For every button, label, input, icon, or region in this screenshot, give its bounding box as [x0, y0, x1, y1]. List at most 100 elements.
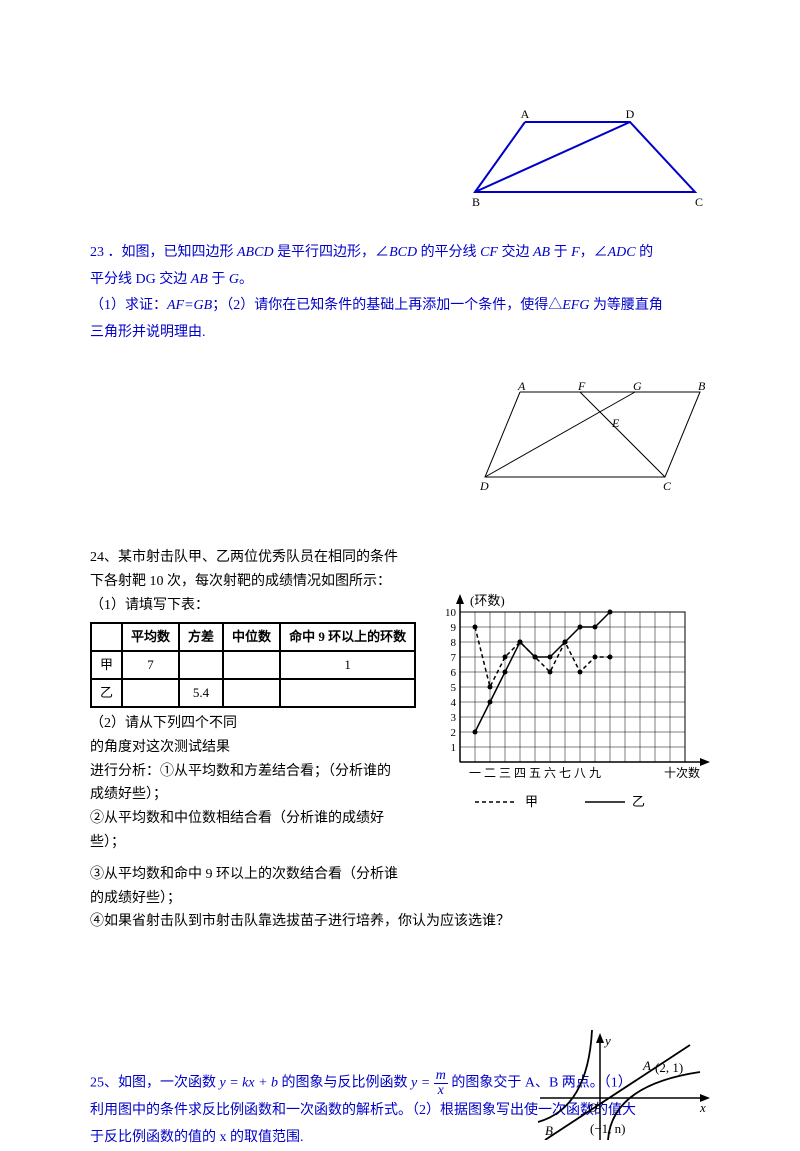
r1c4: 1	[280, 651, 415, 679]
q23-num: 23	[90, 245, 104, 260]
x-label: x	[699, 1100, 706, 1115]
r2c3	[223, 679, 280, 707]
q24-p2b: 的角度对这次测试结果	[90, 740, 230, 755]
svg-text:8: 8	[451, 637, 457, 649]
parallelogram-svg: A F G B E D C	[480, 382, 710, 492]
q23-ab1: AB	[533, 245, 550, 260]
q25-den: x	[434, 1084, 448, 1098]
r1c2	[179, 651, 223, 679]
th1: 平均数	[122, 623, 179, 651]
svg-text:9: 9	[451, 622, 457, 634]
table-row: 甲 7 1	[91, 651, 415, 679]
pl-g: G	[633, 382, 642, 393]
y-label: y	[603, 1033, 611, 1048]
svg-text:一: 一	[469, 766, 481, 780]
q23-t1: ．如图，已知四边形	[108, 245, 238, 260]
q24-p2e: ②从平均数和中位数相结合看（分析谁的成绩好些）；	[90, 811, 384, 850]
th3: 中位数	[223, 623, 280, 651]
q23-cf: CF	[480, 245, 498, 260]
r1c0: 甲	[91, 651, 122, 679]
q23-bcd: BCD	[389, 245, 417, 260]
svg-text:6: 6	[451, 667, 457, 679]
table-row: 乙 5.4	[91, 679, 415, 707]
svg-text:3: 3	[451, 712, 457, 724]
q24-p2f: ③从平均数和命中 9 环以上的次数结合看（分析谁	[90, 867, 398, 882]
q25-l1a: 25、如图，一次函数	[90, 1076, 220, 1091]
pl-d: D	[480, 479, 489, 492]
r2c1	[122, 679, 179, 707]
q23-g: G	[229, 272, 239, 287]
q24-p2d: 成绩好些）；	[90, 787, 167, 802]
q23-t2: 是平行四边形，∠	[274, 245, 390, 260]
function-svg: y x O A (2, 1) B (−1, n)	[530, 1030, 720, 1140]
q25-eq2a: y =	[411, 1076, 434, 1091]
a-label: A	[642, 1058, 651, 1073]
svg-text:六: 六	[544, 766, 556, 780]
stats-table: 平均数 方差 中位数 命中 9 环以上的环数 甲 7 1 乙 5.4	[90, 622, 416, 708]
b-label: B	[545, 1123, 553, 1138]
q25-l3: 于反比例函数的值的 x 的取值范围.	[90, 1130, 304, 1145]
q23-f: F	[571, 245, 580, 260]
svg-text:4: 4	[451, 697, 457, 709]
r2c2: 5.4	[179, 679, 223, 707]
q24-p2g: 的成绩好些）；	[90, 891, 181, 906]
trapezoid-figure: A D B C	[470, 110, 710, 215]
trapezoid-svg: A D B C	[470, 110, 710, 210]
q24-p2a: （2）请从下列四个不同	[90, 716, 237, 731]
th4: 命中 9 环以上的环数	[280, 623, 415, 651]
legend-b: 乙	[632, 794, 645, 809]
b-coord: (−1, n)	[590, 1121, 626, 1136]
parallelogram-figure: A F G B E D C	[480, 382, 710, 497]
question-23: 23 ．如图，已知四边形 ABCD 是平行四边形，∠BCD 的平分线 CF 交边…	[90, 240, 710, 346]
svg-text:四: 四	[514, 766, 526, 780]
shooting-svg: (环数) 12345678910 一二三四五六七八九 十次数 甲 乙	[430, 592, 720, 822]
svg-text:1: 1	[451, 742, 457, 754]
svg-text:九: 九	[589, 766, 601, 780]
ylabel: (环数)	[470, 593, 505, 608]
pl-a: A	[517, 382, 526, 393]
svg-text:三: 三	[499, 766, 511, 780]
pl-b: B	[698, 382, 706, 393]
label-a: A	[521, 110, 530, 121]
q23-t4: 交边	[498, 245, 533, 260]
label-b: B	[472, 195, 480, 209]
q23-adc: ADC	[608, 245, 636, 260]
r1c1: 7	[122, 651, 179, 679]
q23-l2c: 。	[239, 272, 253, 287]
q23-l3b: ；（2）请你在已知条件的基础上再添加一个条件，使得△	[212, 298, 562, 313]
q23-l3a: （1）求证：	[90, 298, 167, 313]
svg-text:二: 二	[484, 766, 496, 780]
function-graph: y x O A (2, 1) B (−1, n)	[530, 1030, 720, 1145]
label-c: C	[695, 195, 703, 209]
q23-t5: 于	[550, 245, 571, 260]
q25-l1b: 的图象与反比例函数	[278, 1076, 411, 1091]
pl-f: F	[577, 382, 586, 393]
th0	[91, 623, 122, 651]
svg-text:5: 5	[451, 682, 457, 694]
q24-l2: 下各射靶 10 次，每次射靶的成绩情况如图所示：	[90, 574, 391, 589]
q25-eq1: y = kx + b	[220, 1076, 279, 1091]
r2c4	[280, 679, 415, 707]
pl-c: C	[663, 479, 672, 492]
svg-text:八: 八	[574, 766, 586, 780]
q23-l3c: 为等腰直角	[589, 298, 663, 313]
legend-a: 甲	[525, 794, 538, 809]
q23-afgb: AF=GB	[167, 298, 212, 313]
q24-l1: 24、某市射击队甲、乙两位优秀队员在相同的条件	[90, 550, 398, 565]
q23-l4: 三角形并说明理由.	[90, 325, 206, 340]
r2c0: 乙	[91, 679, 122, 707]
q23-l2b: 于	[208, 272, 229, 287]
r1c3	[223, 651, 280, 679]
q24-p2c: 进行分析：①从平均数和方差结合看；（分析谁的	[90, 764, 391, 779]
svg-text:7: 7	[451, 652, 457, 664]
svg-text:五: 五	[529, 766, 541, 780]
q24-l3: （1）请填写下表：	[90, 598, 209, 613]
q23-efg: EFG	[562, 298, 589, 313]
xlabel: 十次数	[664, 765, 700, 780]
q23-abcd: ABCD	[237, 245, 274, 260]
q23-t7: 的	[636, 245, 654, 260]
svg-text:10: 10	[445, 607, 457, 619]
q23-t3: 的平分线	[417, 245, 480, 260]
q24-p2h: ④如果省射击队到市射击队靠选拔苗子进行培养，你认为应该选谁？	[90, 910, 710, 934]
q23-t6: ，∠	[580, 245, 608, 260]
